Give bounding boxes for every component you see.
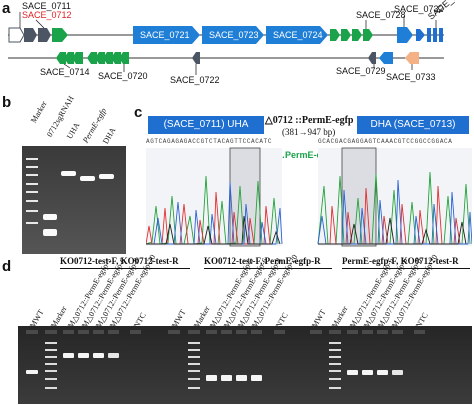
gene-0729-arrow [368, 52, 376, 64]
trace-left-black [146, 215, 281, 245]
seq-left: AGTCAGAGAGACCGTCTACAGTTCCACATC [146, 138, 273, 145]
label-sace-0723: SACE_0723 [209, 30, 259, 40]
g1-ladder [45, 342, 57, 389]
group3-title: PermE-egfp-F, KO0712-test-R [342, 256, 459, 266]
g1-band-8 [93, 353, 104, 358]
label-sace-0720: SACE_0720 [98, 71, 148, 81]
gene-0724-arrow [266, 26, 328, 44]
gene-0723-arrow [202, 26, 264, 44]
label-sace-0728: SACE_0728 [356, 10, 406, 20]
gene-0734b [433, 28, 437, 42]
gene-0721-arrow [133, 26, 200, 44]
insert-label: …PermE-egfp… [276, 150, 345, 160]
label-sace-0733: SACE_0733 [386, 72, 436, 82]
band-sgrna-2 [43, 229, 57, 236]
band-egfp [80, 176, 95, 181]
label-sace-0721: SACE_0721 [140, 30, 190, 40]
g2-band-8 [236, 375, 247, 381]
dha-header-text: DHA (SACE_0713) [370, 119, 456, 130]
chromatogram [146, 147, 472, 247]
gene-0734c [439, 28, 443, 42]
lane-label-uha: UHA [65, 120, 82, 141]
gene-0733-arrow [405, 52, 419, 64]
g2-ladder [188, 342, 200, 389]
gene-0722-arrow [192, 52, 200, 64]
gene-0714-group [56, 52, 83, 64]
label-sace-0711: SACE_0711 [22, 1, 71, 11]
deletion-title: △0712 ::PermE-egfp [265, 115, 354, 126]
gene-0712b-arrow [52, 28, 68, 42]
label-sace-0732: SACE_0732 [394, 4, 444, 14]
group1-title: KO0712-test-F, KO0712-test-R [60, 256, 179, 266]
panel-c-label: c [134, 104, 143, 121]
gene-0711-arrow [24, 28, 37, 42]
uha-header-text: (SACE_0711) UHA [163, 119, 249, 130]
trace-right-black [318, 217, 467, 245]
band-sgrna-1 [43, 214, 57, 220]
panel-a-label: a [2, 0, 11, 17]
g1-band-6 [78, 353, 89, 358]
gene-0715-0720-group [87, 52, 129, 64]
gene-0727-arrow [352, 29, 362, 41]
gene-0725-arrow [330, 29, 340, 41]
g1-band-20 [108, 353, 119, 358]
gene-0712-arrow [38, 28, 51, 42]
trace-right-green [317, 171, 471, 245]
g3-band-6 [362, 370, 373, 375]
seq-right: GCACGACGAGGAGTCAAACGTCCGGCCGGACA [318, 138, 453, 145]
gene-0726-arrow [341, 29, 351, 41]
band-uha [61, 171, 76, 176]
gene-0728-arrow [363, 29, 373, 41]
uha-header: (SACE_0711) UHA [148, 116, 264, 134]
wells [26, 330, 425, 334]
trace-right-blue [317, 179, 472, 245]
lane-label-marker: Marker [29, 99, 49, 125]
marker-ladder [26, 158, 38, 224]
band-dha [99, 174, 114, 179]
gel-b [22, 146, 126, 254]
group2-title: KO0712-test-F, PermE-egfp-R [204, 256, 321, 266]
label-sace-0722: SACE_0722 [170, 75, 220, 85]
g3-band-8 [377, 370, 388, 375]
group2-underline [204, 268, 332, 269]
panel-b-label: b [2, 94, 12, 111]
group1-underline [60, 268, 190, 269]
gene-0711-outline [8, 27, 25, 43]
label-sace-0729: SACE_0729 [336, 66, 386, 76]
gene-0729b-arrow [379, 52, 393, 64]
group3-underline [342, 268, 470, 269]
dha-header: DHA (SACE_0713) [357, 116, 469, 134]
g3-ladder [329, 342, 341, 389]
label-sace-0712: SACE_0712 [22, 10, 72, 20]
gene-0734a [427, 28, 431, 42]
deletion-subtitle: (381→947 bp) [282, 127, 336, 137]
g1-band-mwt [26, 370, 38, 374]
gene-0732-arrow [416, 29, 425, 41]
gel-d [18, 326, 472, 404]
gene-0730-arrow [397, 27, 413, 43]
g2-band-5 [206, 375, 217, 381]
g2-band-20 [251, 375, 262, 381]
gene-map [8, 12, 444, 75]
g1-band-5 [63, 353, 74, 358]
g3-band-20 [392, 370, 403, 375]
lane-label-dha: DHA [101, 125, 118, 146]
g3-band-5 [347, 370, 358, 375]
label-sace-0714: SACE_0714 [40, 67, 90, 77]
g2-band-6 [221, 375, 232, 381]
panel-d-label: d [2, 258, 12, 275]
label-sace-0724: SACE_0724 [273, 30, 323, 40]
